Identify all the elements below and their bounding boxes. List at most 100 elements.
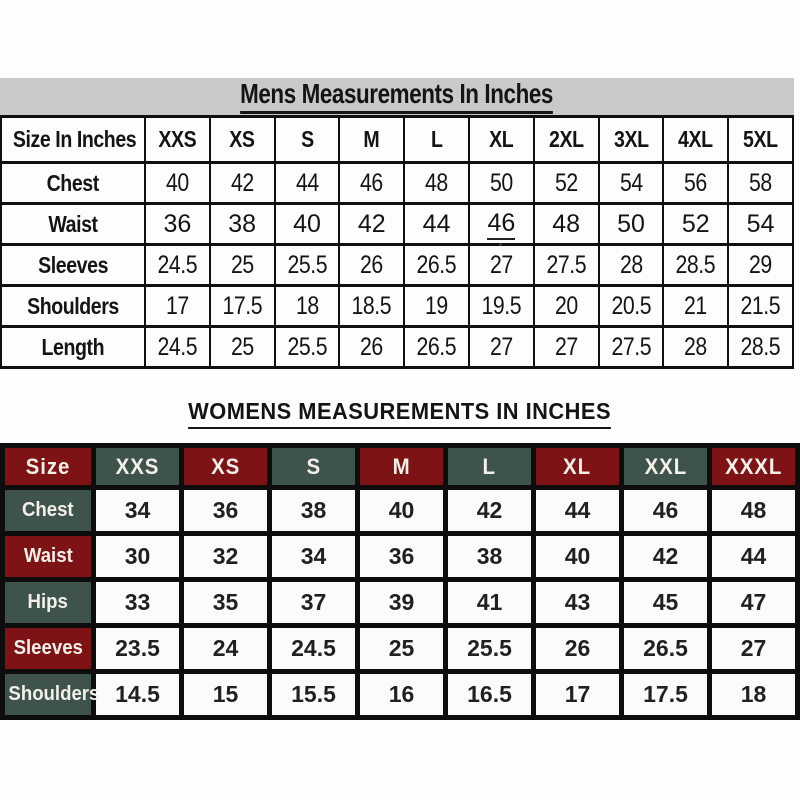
mens-header-text: XXS [158,126,197,152]
womens-value-cell: 48 [712,490,795,531]
mens-table-header: Size In Inches XXS XS S M L XL 2XL 3XL 4XL 5XL [0,115,794,164]
mens-row-label: Chest [0,161,146,205]
mens-header-text: L [430,126,443,152]
womens-table-row: Hips 33 35 37 39 41 43 45 47 [5,582,795,623]
mens-col-header: 4XL [662,115,730,164]
mens-value-cell: 38 [208,202,276,246]
womens-value-cell: 44 [712,536,795,577]
womens-col-header: XS [184,448,267,485]
womens-value-cell: 47 [712,582,795,623]
womens-size-table: Size XXS XS S M L XL XXL XXXL Chest 34 36 38 40 42 44 4… [0,443,800,720]
mens-value-cell: 28 [662,325,730,369]
mens-value-cell: 42 [208,161,276,205]
mens-value-cell: 54 [727,202,794,246]
mens-value-cell: 21.5 [727,284,794,328]
womens-row-label-text: Hips [27,591,69,613]
mens-value-cell: 46 [467,202,535,246]
mens-value-text: 27 [554,332,578,361]
mens-value-text: 28 [619,250,643,279]
mens-value-text: 27.5 [546,250,587,279]
mens-value-text: 36 [163,209,192,238]
womens-value-cell: 25.5 [448,628,531,669]
womens-value-cell: 43 [536,582,619,623]
womens-header-text: XXXL [724,453,783,479]
mens-value-text: 26.5 [416,250,457,279]
womens-row-label: Hips [5,582,91,623]
mens-value-text: 21 [684,291,708,320]
womens-value-cell: 40 [536,536,619,577]
womens-header-text: XL [563,453,592,479]
mens-value-text: 38 [228,209,257,238]
mens-value-text: 48 [552,209,581,238]
mens-header-text: XS [229,126,256,152]
mens-table-row: Sleeves 24.5 25 25.5 26 26.5 27 27.5 28 28.5 29 [0,243,794,287]
mens-header-row: Size In Inches XXS XS S M L XL 2XL 3XL 4XL 5XL [0,115,794,164]
mens-value-cell: 26.5 [403,243,470,287]
womens-row-label: Chest [5,490,91,531]
mens-col-header: XL [467,115,535,164]
mens-value-cell: 44 [403,202,470,246]
mens-value-cell: 20.5 [597,284,665,328]
mens-value-cell: 27 [467,325,535,369]
mens-value-text: 25 [230,332,254,361]
womens-row-label: Sleeves [5,628,91,669]
womens-value-cell: 16 [360,674,443,715]
mens-value-text: 52 [681,209,710,238]
mens-col-header: XS [208,115,276,164]
mens-value-text: 25.5 [287,332,327,361]
womens-table-title: WOMENS MEASUREMENTS IN INCHES [188,400,612,429]
womens-value-cell: 26 [536,628,619,669]
mens-value-cell: 36 [144,202,211,246]
mens-row-label: Sleeves [0,243,146,287]
mens-value-text: 18 [295,291,319,320]
mens-col-header: M [338,115,406,164]
mens-value-text: 28.5 [675,250,716,279]
mens-value-cell: 17 [144,284,211,328]
womens-value-cell: 45 [624,582,707,623]
mens-header-text: Size In Inches [12,126,137,152]
womens-value-cell: 15.5 [272,674,355,715]
womens-value-cell: 24 [184,628,267,669]
mens-table-row: Chest 40 42 44 46 48 50 52 54 56 58 [0,161,794,205]
womens-row-label-text: Sleeves [13,637,83,659]
mens-row-label: Length [0,325,146,369]
mens-value-text: 19.5 [481,291,522,320]
womens-value-cell: 42 [624,536,707,577]
womens-row-label-text: Shoulders [8,683,100,705]
mens-value-text: 46 [360,168,384,197]
mens-value-text: 56 [684,168,708,197]
womens-row-label-text: Waist [23,545,73,567]
mens-value-text: 50 [489,168,513,197]
womens-col-header: M [360,448,443,485]
mens-value-cell: 19 [403,284,470,328]
mens-table-row: Length 24.5 25 25.5 26 26.5 27 27 27.5 28 28.5 [0,325,794,369]
womens-value-cell: 44 [536,490,619,531]
mens-value-text: 50 [617,209,645,238]
mens-value-cell: 48 [532,202,600,246]
womens-header-text: Size [25,453,71,479]
mens-value-cell: 26 [338,325,406,369]
womens-row-label: Shoulders [5,674,99,715]
womens-value-cell: 33 [96,582,179,623]
womens-col-header: S [272,448,355,485]
mens-value-cell: 54 [597,161,665,205]
mens-header-text: 3XL [613,126,649,152]
womens-value-cell: 25 [360,628,443,669]
womens-table-row: Chest 34 36 38 40 42 44 46 48 [5,490,795,531]
mens-value-text: 20 [554,291,578,320]
mens-value-cell: 19.5 [467,284,535,328]
mens-value-cell: 40 [273,202,341,246]
mens-header-size-label: Size In Inches [0,115,146,164]
mens-value-text: 26.5 [416,332,457,361]
womens-table-row: Sleeves 23.5 24 24.5 25 25.5 26 26.5 27 [5,628,795,669]
mens-value-cell: 52 [532,161,600,205]
mens-value-cell: 25.5 [273,325,341,369]
mens-value-cell: 24.5 [144,325,211,369]
womens-section: WOMENS MEASUREMENTS IN INCHES Size XXS XS S… [0,400,800,720]
womens-value-cell: 17 [536,674,619,715]
womens-value-cell: 46 [624,490,707,531]
womens-value-cell: 35 [184,582,267,623]
mens-value-cell: 28.5 [662,243,730,287]
mens-value-cell: 29 [727,243,794,287]
mens-header-text: 2XL [548,126,584,152]
